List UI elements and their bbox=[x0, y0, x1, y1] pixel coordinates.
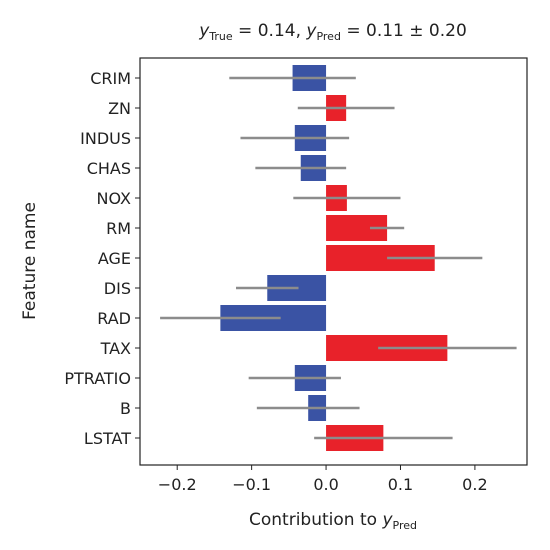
y-tick-label-dis: DIS bbox=[104, 279, 131, 298]
x-axis-label-text: Contribution to bbox=[249, 510, 382, 530]
chart-title: yTrue = 0.14, yPred = 0.11 ± 0.20 bbox=[198, 21, 467, 43]
title-true-subscript: True bbox=[208, 30, 233, 43]
x-axis-label-subscript: Pred bbox=[393, 519, 417, 532]
error-bars-layer bbox=[160, 76, 517, 440]
plot-frame bbox=[139, 57, 528, 466]
x-axis: −0.2 −0.1 0.0 0.1 0.2 bbox=[158, 465, 488, 494]
x-tick-label: 0.2 bbox=[462, 475, 487, 494]
y-tick-label-tax: TAX bbox=[100, 339, 131, 358]
x-axis-label: Contribution to yPred bbox=[249, 510, 417, 532]
x-tick-label: 0.0 bbox=[313, 475, 338, 494]
x-axis-label-symbol: y bbox=[381, 510, 393, 530]
x-tick-label: −0.1 bbox=[232, 475, 271, 494]
y-tick-label-lstat: LSTAT bbox=[84, 429, 131, 448]
x-tick-label: −0.2 bbox=[158, 475, 197, 494]
title-pred-value: 0.11 bbox=[366, 21, 404, 41]
y-tick-label-crim: CRIM bbox=[90, 69, 131, 88]
y-tick-label-age: AGE bbox=[98, 249, 131, 268]
title-pred-subscript: Pred bbox=[316, 30, 340, 43]
y-tick-label-nox: NOX bbox=[97, 189, 132, 208]
title-true-value: 0.14 bbox=[258, 21, 296, 41]
y-axis: CRIM ZN INDUS CHAS NOX RM AGE DIS RAD TAX PTRATIO B… bbox=[64, 69, 140, 448]
y-axis-label: Feature name bbox=[20, 202, 40, 320]
y-tick-label-chas: CHAS bbox=[87, 159, 131, 178]
y-tick-label-rm: RM bbox=[106, 219, 131, 238]
y-tick-label-rad: RAD bbox=[97, 309, 131, 328]
x-tick-label: 0.1 bbox=[388, 475, 413, 494]
y-tick-label-ptratio: PTRATIO bbox=[64, 369, 131, 388]
title-pred-symbol: y bbox=[305, 21, 317, 41]
title-true-symbol: y bbox=[198, 21, 210, 41]
y-tick-label-zn: ZN bbox=[108, 99, 131, 118]
title-pred-error: 0.20 bbox=[429, 21, 467, 41]
y-tick-label-indus: INDUS bbox=[80, 129, 131, 148]
y-tick-label-b: B bbox=[120, 399, 131, 418]
